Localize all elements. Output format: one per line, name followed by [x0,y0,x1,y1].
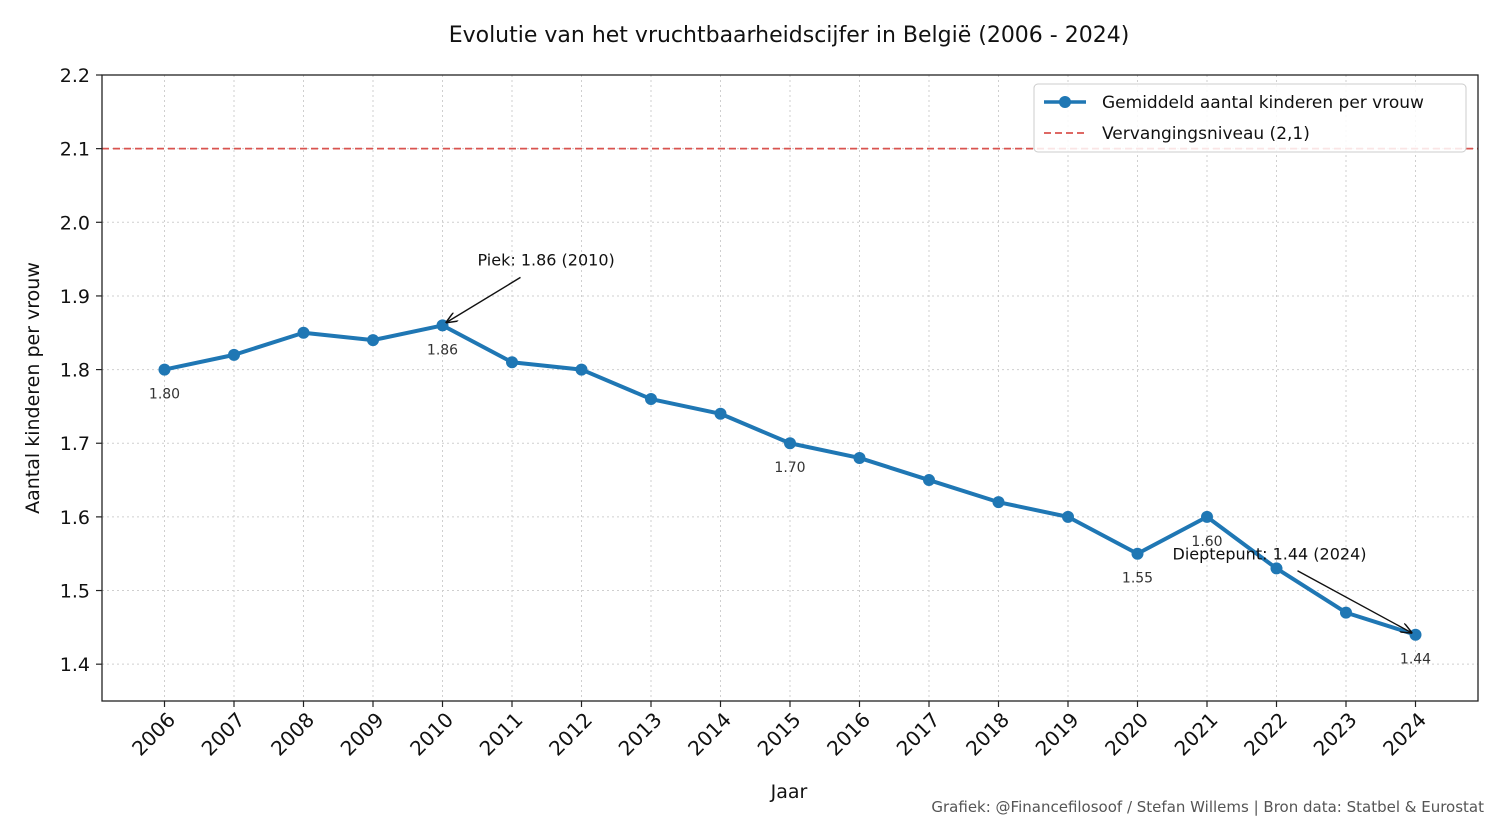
x-tick-label: 2007 [197,708,250,761]
plot-frame [101,74,1479,702]
data-label: 1.86 [427,342,458,358]
y-tick-label: 2.1 [60,139,90,161]
y-axis-label: Aantal kinderen per vrouw [22,262,44,514]
x-tick-label: 2021 [1170,708,1223,761]
x-tick-label: 2009 [336,708,389,761]
data-point [436,319,449,332]
x-tick-label: 2024 [1378,708,1431,761]
y-tick-label: 2.0 [60,212,90,234]
y-tick-label: 1.5 [60,581,90,603]
x-tick-label: 2014 [683,708,736,761]
annotation-label: Piek: 1.86 (2010) [478,250,615,269]
data-label: 1.80 [149,387,180,403]
x-tick-label: 2013 [614,708,667,761]
data-point [297,326,310,339]
legend-box [1033,83,1467,153]
data-point [506,356,518,369]
data-label: 1.44 [1400,652,1431,668]
x-tick-label: 2006 [127,708,180,761]
data-point [853,451,866,464]
y-tick-label: 1.9 [60,286,90,308]
data-label: 1.60 [1191,534,1222,550]
data-point [1062,510,1074,523]
data-point [992,496,1005,509]
x-tick-label: 2016 [822,708,875,761]
legend: Gemiddeld aantal kinderen per vrouw Verv… [1033,83,1467,153]
legend-series-marker [1059,96,1071,108]
y-tick-label: 1.6 [60,507,90,529]
data-point [714,407,727,420]
x-tick-label: 2010 [405,708,458,761]
data-point [228,348,240,361]
x-axis-ticks: 2006 2007 2008 2009 2010 2011 2012 2013 2014 2015… [127,701,1431,761]
annotation-arrow [447,276,521,322]
y-tick-label: 2.2 [60,65,90,87]
series-group [158,319,1422,641]
y-tick-label: 1.8 [60,360,90,382]
data-point [1340,606,1352,619]
annotations: Piek: 1.86 (2010) Dieptepunt: 1.44 (2024) [447,250,1412,632]
chart-credit: Grafiek: @Financefilosoof / Stefan Wille… [931,798,1484,816]
annotation-arrow [1297,570,1412,633]
y-axis-ticks: 1.4 1.5 1.6 1.7 1.8 1.9 2.0 2.1 2.2 [60,65,102,676]
data-point [923,474,935,487]
data-label: 1.55 [1122,571,1153,587]
data-point [367,334,379,347]
data-label: 1.70 [774,460,805,476]
annotation-label: Dieptepunt: 1.44 (2024) [1173,545,1367,564]
data-point [784,437,796,450]
data-point [1409,628,1422,641]
x-tick-label: 2011 [475,708,528,761]
legend-reference-label: Vervangingsniveau (2,1) [1102,124,1310,144]
data-labels: 1.80 1.86 1.70 1.55 1.60 1.44 [149,342,1431,667]
data-point [575,363,588,376]
x-tick-label: 2015 [753,708,806,761]
data-point [645,393,657,406]
chart-title: Evolutie van het vruchtbaarheidscijfer i… [449,23,1130,48]
legend-series-label: Gemiddeld aantal kinderen per vrouw [1102,93,1424,113]
x-tick-label: 2017 [892,708,945,761]
x-tick-label: 2018 [961,708,1014,761]
y-tick-label: 1.7 [60,433,90,455]
data-point [158,363,171,376]
x-tick-label: 2022 [1239,708,1292,761]
data-point [1201,510,1213,523]
x-tick-label: 2012 [544,708,597,761]
grid-lines [102,74,1478,701]
data-point [1270,562,1283,575]
y-tick-label: 1.4 [60,654,90,676]
x-axis-label: Jaar [770,781,808,803]
x-tick-label: 2008 [266,708,319,761]
x-tick-label: 2019 [1031,708,1084,761]
data-point [1131,547,1144,560]
x-tick-label: 2020 [1100,708,1153,761]
x-tick-label: 2023 [1309,708,1362,761]
